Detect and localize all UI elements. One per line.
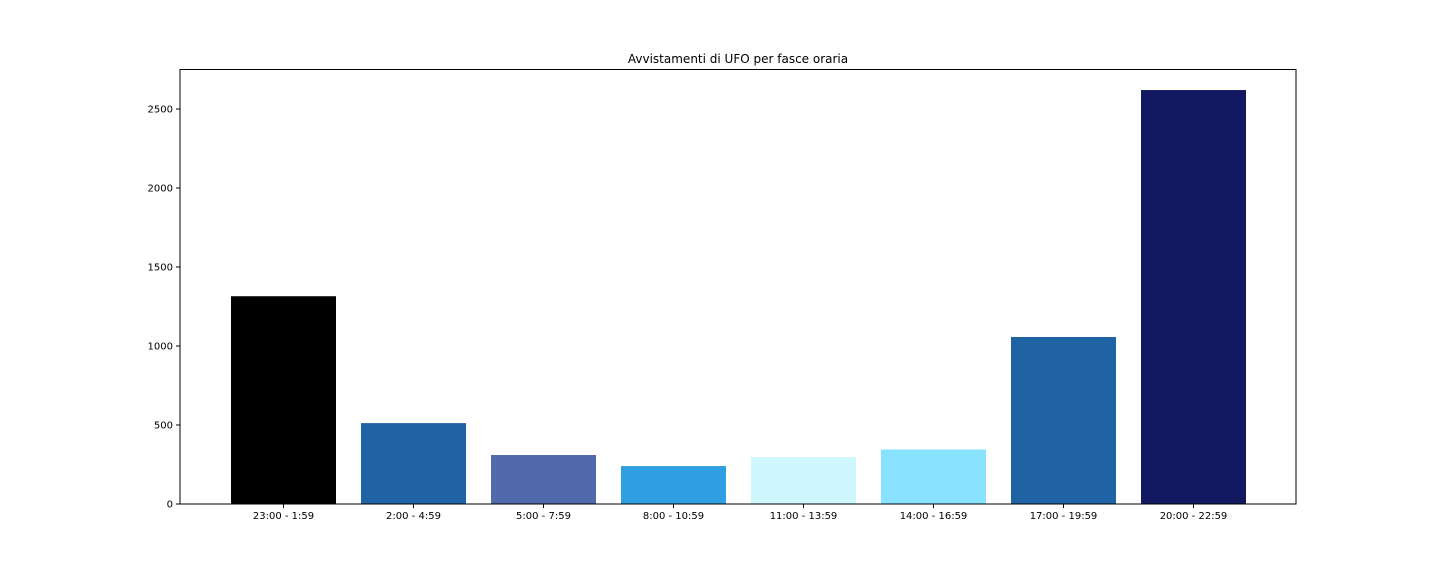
x-axis: 23:00 - 1:59 2:00 - 4:59 5:00 - 7:59 8:00 -… <box>253 504 1227 522</box>
y-tick-label-1: 500 <box>154 421 173 432</box>
x-tick-label-7: 20:00 - 22:59 <box>1160 511 1228 522</box>
x-tick-label-4: 11:00 - 13:59 <box>770 511 838 522</box>
bar-1 <box>361 423 466 504</box>
y-axis: 0 500 1000 1500 2000 2500 <box>148 105 180 511</box>
bar-7 <box>1141 90 1246 504</box>
bar-4 <box>751 457 856 504</box>
bar-2 <box>491 455 596 504</box>
x-tick-label-3: 8:00 - 10:59 <box>643 511 704 522</box>
x-tick-label-0: 23:00 - 1:59 <box>253 511 314 522</box>
bar-5 <box>881 449 986 504</box>
y-tick-label-5: 2500 <box>148 105 173 116</box>
x-tick-label-2: 5:00 - 7:59 <box>516 511 571 522</box>
bar-6 <box>1011 336 1116 504</box>
chart-title: Avvistamenti di UFO per fasce oraria <box>628 52 848 66</box>
x-tick-label-6: 17:00 - 19:59 <box>1030 511 1098 522</box>
y-tick-label-0: 0 <box>167 500 173 511</box>
y-tick-label-3: 1500 <box>148 263 173 274</box>
bars-group <box>231 90 1246 504</box>
y-tick-label-4: 2000 <box>148 184 173 195</box>
y-tick-label-2: 1000 <box>148 342 173 353</box>
x-tick-label-5: 14:00 - 16:59 <box>900 511 968 522</box>
plot-frame <box>179 69 1297 505</box>
x-tick-label-1: 2:00 - 4:59 <box>386 511 441 522</box>
bar-0 <box>231 296 336 504</box>
bar-3 <box>621 466 726 504</box>
